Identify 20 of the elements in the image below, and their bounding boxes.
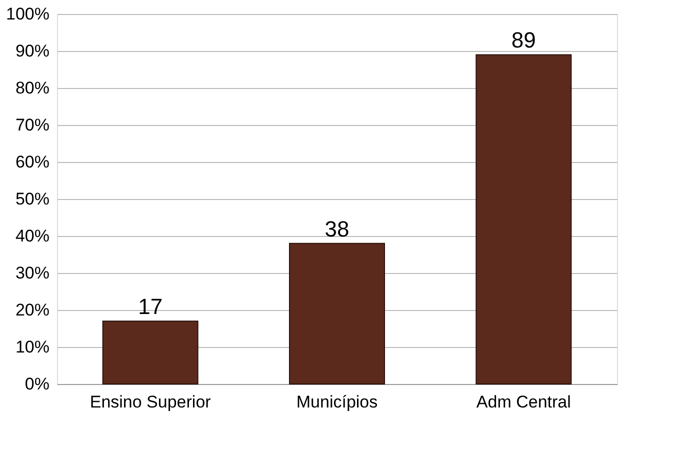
x-tick-label: Ensino Superior — [90, 392, 212, 412]
y-tick-label: 30% — [15, 264, 50, 282]
y-tick-label: 80% — [15, 78, 50, 98]
y-tick-label: 70% — [15, 116, 50, 134]
bar — [102, 320, 198, 384]
x-tick-label: Municípios — [296, 392, 378, 412]
bar — [289, 242, 385, 384]
data-label: 89 — [511, 28, 536, 53]
x-tick-label: Adm Central — [476, 392, 571, 412]
y-tick-label: 40% — [15, 226, 50, 246]
bar — [476, 54, 572, 384]
y-tick-label: 50% — [15, 190, 50, 208]
y-tick-label: 90% — [15, 42, 50, 60]
data-label: 17 — [138, 294, 163, 320]
y-tick-label: 10% — [15, 338, 50, 356]
data-label: 38 — [324, 216, 350, 242]
y-tick-label: 60% — [15, 152, 50, 172]
y-tick-label: 0% — [24, 374, 50, 394]
y-tick-label: 20% — [15, 300, 50, 320]
y-tick-label: 100% — [6, 4, 50, 24]
